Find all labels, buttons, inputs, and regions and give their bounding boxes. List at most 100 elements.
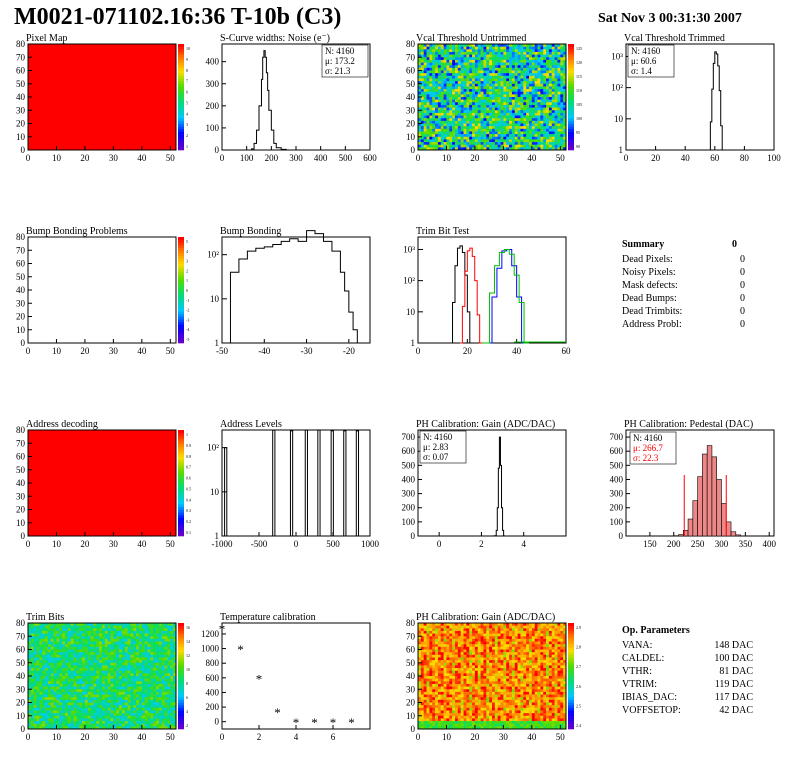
heatmap-cell	[466, 99, 470, 103]
heatmap-cell	[420, 633, 424, 637]
heatmap-cell	[124, 681, 128, 685]
heatmap-cell	[548, 128, 553, 132]
heatmap-cell	[156, 649, 160, 653]
heatmap-cell	[520, 89, 524, 92]
heatmap-cell	[93, 699, 97, 703]
heatmap-cell	[480, 142, 484, 145]
heatmap-cell	[79, 689, 83, 693]
heatmap-cell	[170, 652, 174, 656]
y-tick-label: 300	[402, 489, 416, 499]
heatmap-cell	[39, 652, 43, 656]
heatmap-cell	[99, 630, 103, 634]
heatmap-cell	[440, 91, 444, 95]
heatmap-cell	[548, 44, 553, 47]
heatmap-cell	[557, 44, 561, 47]
heatmap-cell	[139, 668, 143, 671]
heatmap-cell	[158, 654, 163, 658]
heatmap-cell	[526, 54, 530, 58]
heatmap-cell	[133, 691, 137, 695]
heatmap-cell	[90, 678, 94, 682]
heatmap-cell	[167, 707, 171, 711]
heatmap-cell	[563, 144, 567, 148]
heatmap-cell	[161, 636, 165, 640]
heatmap-cell	[418, 662, 422, 666]
heatmap-cell	[563, 65, 567, 69]
heatmap-cell	[144, 665, 148, 669]
heatmap-cell	[53, 707, 57, 711]
heatmap-cell	[418, 46, 422, 50]
heatmap-cell	[534, 57, 538, 61]
palette-step	[178, 488, 184, 492]
heatmap-cell	[554, 107, 558, 111]
heatmap-cell	[446, 46, 450, 50]
heatmap-cell	[477, 59, 481, 63]
heatmap-cell	[147, 726, 151, 730]
x-tick-label: 30	[109, 539, 119, 549]
heatmap-cell	[423, 707, 427, 711]
heatmap-cell	[150, 726, 154, 730]
heatmap-cell	[455, 94, 459, 98]
heatmap-cell	[30, 646, 34, 650]
heatmap-cell	[45, 644, 49, 648]
heatmap-cell	[121, 676, 126, 679]
heatmap-cell	[50, 713, 54, 717]
heatmap-cell	[99, 707, 103, 711]
heatmap-cell	[440, 89, 444, 92]
heatmap-cell	[164, 678, 168, 682]
heatmap-cell	[429, 70, 433, 74]
heatmap-cell	[492, 126, 496, 130]
heatmap-cell	[420, 78, 424, 82]
y-tick-label: 40	[16, 92, 26, 102]
heatmap-cell	[33, 702, 37, 706]
heatmap-cell	[67, 662, 71, 666]
heatmap-cell	[520, 112, 524, 116]
heatmap-cell	[70, 638, 74, 642]
data-bar	[711, 456, 718, 537]
heatmap-cell	[560, 110, 564, 114]
heatmap-cell	[452, 144, 456, 148]
heatmap-cell	[440, 128, 444, 132]
x-tick-label: 4	[294, 732, 299, 742]
heatmap-cell	[62, 668, 66, 671]
chart-ph-pedestal: PH Calibration: Pedestal (DAC)0100200300…	[610, 419, 777, 549]
heatmap-cell	[560, 91, 564, 95]
heatmap-cell	[110, 625, 114, 629]
heatmap-cell	[99, 715, 103, 719]
heatmap-cell	[45, 718, 49, 722]
heatmap-cell	[119, 670, 123, 674]
heatmap-cell	[420, 104, 424, 108]
palette-step	[568, 62, 574, 66]
heatmap-cell	[423, 134, 427, 138]
heatmap-cell	[520, 107, 524, 111]
heatmap-cell	[133, 715, 137, 719]
heatmap-cell	[133, 630, 137, 634]
heatmap-cell	[47, 668, 52, 671]
heatmap-cell	[474, 131, 479, 135]
heatmap-cell	[36, 638, 40, 642]
heatmap-cell	[511, 97, 516, 100]
heatmap-cell	[127, 670, 131, 674]
heatmap-cell	[494, 144, 498, 148]
heatmap-cell	[139, 628, 143, 632]
heatmap-cell	[489, 139, 493, 143]
heatmap-cell	[423, 633, 427, 637]
heatmap-cell	[127, 715, 131, 719]
palette-step	[178, 480, 184, 484]
heatmap-cell	[70, 633, 74, 637]
heatmap-cell	[483, 118, 487, 122]
heatmap-cell	[59, 665, 63, 669]
heatmap-cell	[110, 628, 114, 632]
heatmap-cell	[102, 713, 106, 717]
heatmap-cell	[520, 59, 524, 63]
palette-step	[178, 649, 184, 653]
heatmap-cell	[517, 70, 521, 74]
heatmap-cell	[497, 86, 501, 90]
heatmap-cell	[116, 702, 120, 706]
heatmap-cell	[546, 107, 550, 111]
heatmap-cell	[443, 123, 447, 127]
heatmap-cell	[121, 723, 126, 727]
heatmap-cell	[113, 625, 117, 629]
heatmap-cell	[79, 670, 83, 674]
heatmap-cell	[557, 54, 561, 58]
heatmap-cell	[130, 662, 134, 666]
